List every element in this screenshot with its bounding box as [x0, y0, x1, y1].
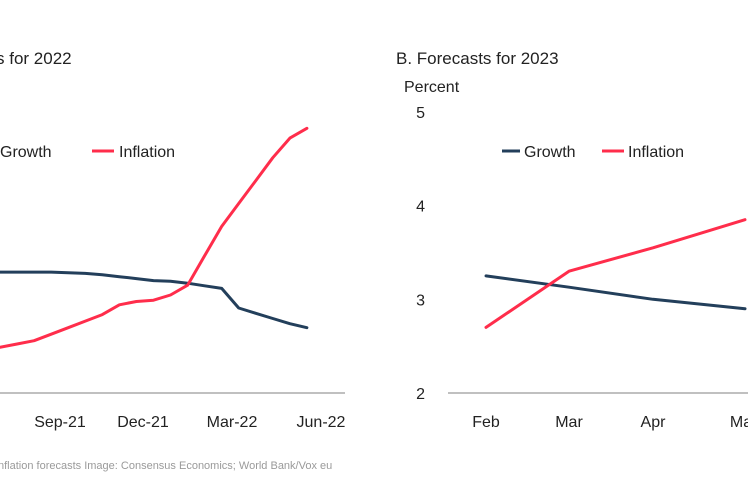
- panel-a-x-tick-label: Dec-21: [117, 414, 169, 431]
- panel-b-legend: Growth Inflation: [502, 144, 684, 161]
- panel-a-x-tick-label: Sep-21: [34, 414, 86, 431]
- panel-a: s for 2022 Growth Inflation Sep-21 Dec-21…: [0, 49, 346, 431]
- panel-a-plot: [0, 126, 309, 349]
- panel-b-x-tick-label: Apr: [641, 414, 667, 431]
- panel-a-growth-line: [0, 270, 309, 330]
- panel-b-legend-growth-label: Growth: [524, 144, 576, 161]
- panel-b-x-ticks: Feb Mar Apr May: [472, 414, 748, 431]
- source-note: nflation forecasts Image: Consensus Econ…: [0, 460, 332, 472]
- panel-a-legend-inflation-label: Inflation: [119, 144, 175, 161]
- panel-b-y-tick-label: 2: [416, 386, 425, 403]
- panel-a-legend: Growth Inflation: [0, 144, 175, 161]
- panel-b-title: B. Forecasts for 2023: [396, 49, 559, 68]
- panel-b-inflation-line: [484, 218, 747, 329]
- panel-b-x-tick-label: May: [730, 414, 748, 431]
- panel-a-x-ticks: Sep-21 Dec-21 Mar-22 Jun-22: [34, 414, 345, 431]
- panel-b: B. Forecasts for 2023 Percent Growth Inf…: [396, 49, 748, 431]
- panel-a-legend-growth-label: Growth: [0, 144, 52, 161]
- panel-a-title: s for 2022: [0, 49, 72, 68]
- panel-b-y-ticks: 2 3 4 5: [416, 105, 425, 403]
- panel-b-growth-line: [484, 274, 747, 311]
- panel-b-y-tick-label: 5: [416, 105, 425, 122]
- panel-a-x-tick-label: Jun-22: [297, 414, 346, 431]
- panel-b-x-tick-label: Feb: [472, 414, 500, 431]
- panel-b-unit-label: Percent: [404, 79, 460, 96]
- panel-b-y-tick-label: 4: [416, 199, 425, 216]
- panel-b-x-tick-label: Mar: [555, 414, 583, 431]
- panel-b-y-tick-label: 3: [416, 292, 425, 309]
- panel-a-inflation-line: [0, 126, 309, 349]
- panel-b-legend-inflation-label: Inflation: [628, 144, 684, 161]
- panel-b-plot: [484, 218, 747, 329]
- panel-a-x-tick-label: Mar-22: [207, 414, 258, 431]
